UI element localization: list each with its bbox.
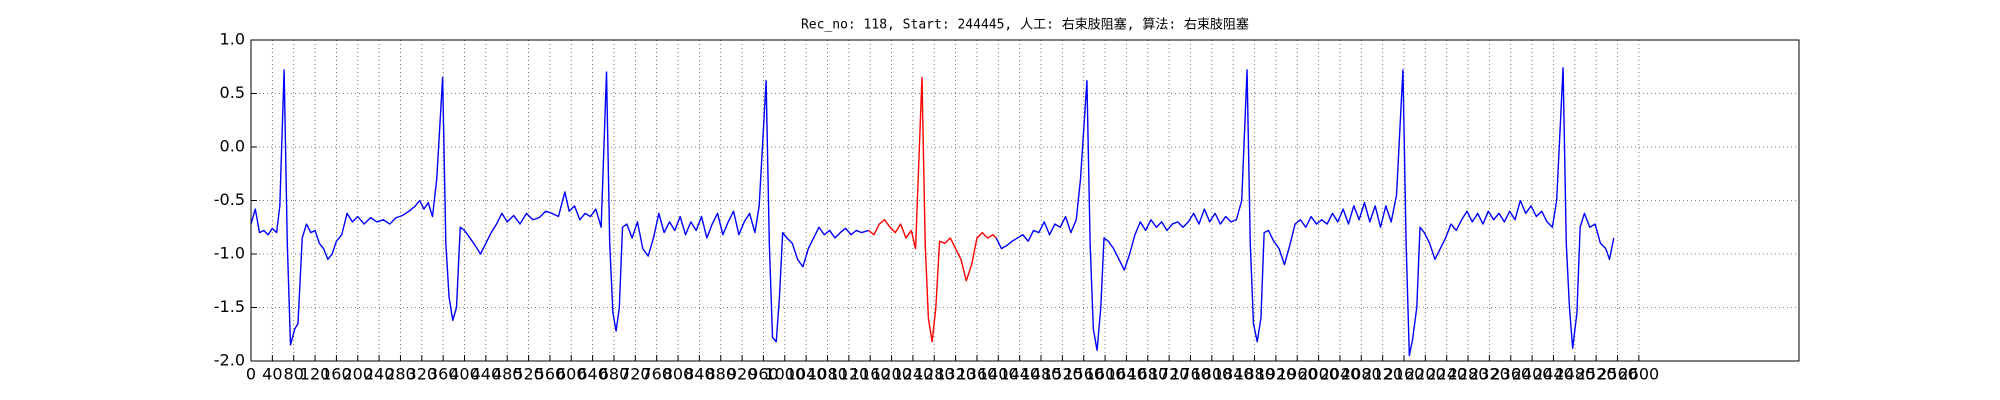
x-tick-label: 2160 <box>1384 365 1425 384</box>
x-tick-label: 1160 <box>850 365 891 384</box>
y-tick-label: -0.5 <box>214 190 245 209</box>
x-tick-label: 1520 <box>1042 365 1083 384</box>
x-tick-label: 2040 <box>1320 365 1361 384</box>
x-tick-label: 1720 <box>1149 365 1190 384</box>
x-tick-label: 1560 <box>1063 365 1104 384</box>
x-tick-label: 1760 <box>1170 365 1211 384</box>
x-tick-label: 960 <box>748 365 779 384</box>
x-tick-label: 2200 <box>1405 365 1446 384</box>
x-tick-label: 920 <box>727 365 758 384</box>
y-tick-label: -1.0 <box>214 244 245 263</box>
x-tick-label: 320 <box>407 365 438 384</box>
x-tick-label: 2320 <box>1469 365 1510 384</box>
ecg-line <box>995 67 1615 357</box>
x-tick-label: 480 <box>492 365 523 384</box>
y-tick-label: 0.0 <box>220 137 245 156</box>
x-tick-label: 880 <box>705 365 736 384</box>
x-tick-label: 800 <box>663 365 694 384</box>
x-tick-label: 760 <box>641 365 672 384</box>
y-tick-label: 1.0 <box>220 30 245 49</box>
x-tick-label: 2480 <box>1554 365 1595 384</box>
ecg-line <box>250 69 869 346</box>
x-tick-label: 2440 <box>1533 365 1574 384</box>
x-tick-label: 120 <box>300 365 331 384</box>
chart-title: Rec_no: 118, Start: 244445, 人工: 右束肢阻塞, 算… <box>801 17 1249 33</box>
x-tick-label: 1680 <box>1127 365 1168 384</box>
x-tick-label: 1040 <box>786 365 827 384</box>
y-tick-label: -1.5 <box>214 297 245 316</box>
x-tick-label: 160 <box>321 365 352 384</box>
x-tick-label: 1480 <box>1021 365 1062 384</box>
x-tick-label: 560 <box>535 365 566 384</box>
x-tick-label: 680 <box>599 365 630 384</box>
x-tick-label: 2360 <box>1490 365 1531 384</box>
x-tick-label: 1200 <box>871 365 912 384</box>
x-tick-label: 1280 <box>914 365 955 384</box>
x-tick-label: 2000 <box>1298 365 1339 384</box>
y-tick-label: 0.5 <box>220 83 245 102</box>
x-tick-label: 1080 <box>807 365 848 384</box>
x-tick-label: 0 <box>246 365 256 384</box>
x-tick-label: 440 <box>471 365 502 384</box>
x-tick-label: 2240 <box>1426 365 1467 384</box>
x-tick-label: 280 <box>385 365 416 384</box>
x-tick-label: 1920 <box>1256 365 1297 384</box>
ecg-line <box>868 76 997 343</box>
x-tick-label: 640 <box>577 365 608 384</box>
x-tick-label: 1800 <box>1191 365 1232 384</box>
x-tick-label: 1600 <box>1085 365 1126 384</box>
x-tick-label: 600 <box>556 365 587 384</box>
x-tick-label: 1320 <box>935 365 976 384</box>
x-tick-label: 2520 <box>1576 365 1617 384</box>
x-tick-label: 1360 <box>957 365 998 384</box>
x-tick-label: 840 <box>684 365 715 384</box>
grid-layer <box>250 39 1799 362</box>
tick-label-layer: -2.0-1.5-1.0-0.50.00.51.00 40 801201602002… <box>214 30 1659 384</box>
x-tick-label: 400 <box>449 365 480 384</box>
x-tick-label: 1960 <box>1277 365 1318 384</box>
x-tick-label: 1240 <box>893 365 934 384</box>
x-tick-label: 1440 <box>999 365 1040 384</box>
plot-frame <box>250 39 1800 362</box>
x-tick-label: 520 <box>513 365 544 384</box>
line-layer <box>250 67 1615 357</box>
x-tick-label: 200 <box>342 365 373 384</box>
x-tick-label: 2080 <box>1341 365 1382 384</box>
x-tick-label: 1400 <box>978 365 1019 384</box>
x-tick-label: 2560 <box>1597 365 1638 384</box>
x-tick-label: 1880 <box>1234 365 1275 384</box>
x-tick-label: 2400 <box>1512 365 1553 384</box>
x-tick-label: 1120 <box>828 365 869 384</box>
x-tick-label: 240 <box>364 365 395 384</box>
x-tick-label: 360 <box>428 365 459 384</box>
x-tick-label: 1640 <box>1106 365 1147 384</box>
x-tick-label: 2600 <box>1619 365 1660 384</box>
x-tick-label: 40 <box>262 365 282 384</box>
x-tick-label: 2120 <box>1362 365 1403 384</box>
x-tick-label: 1840 <box>1213 365 1254 384</box>
x-tick-label: 720 <box>620 365 651 384</box>
x-tick-label: 80 <box>284 365 304 384</box>
x-tick-label: 2280 <box>1448 365 1489 384</box>
x-tick-label: 1000 <box>764 365 805 384</box>
y-tick-label: -2.0 <box>214 351 245 370</box>
